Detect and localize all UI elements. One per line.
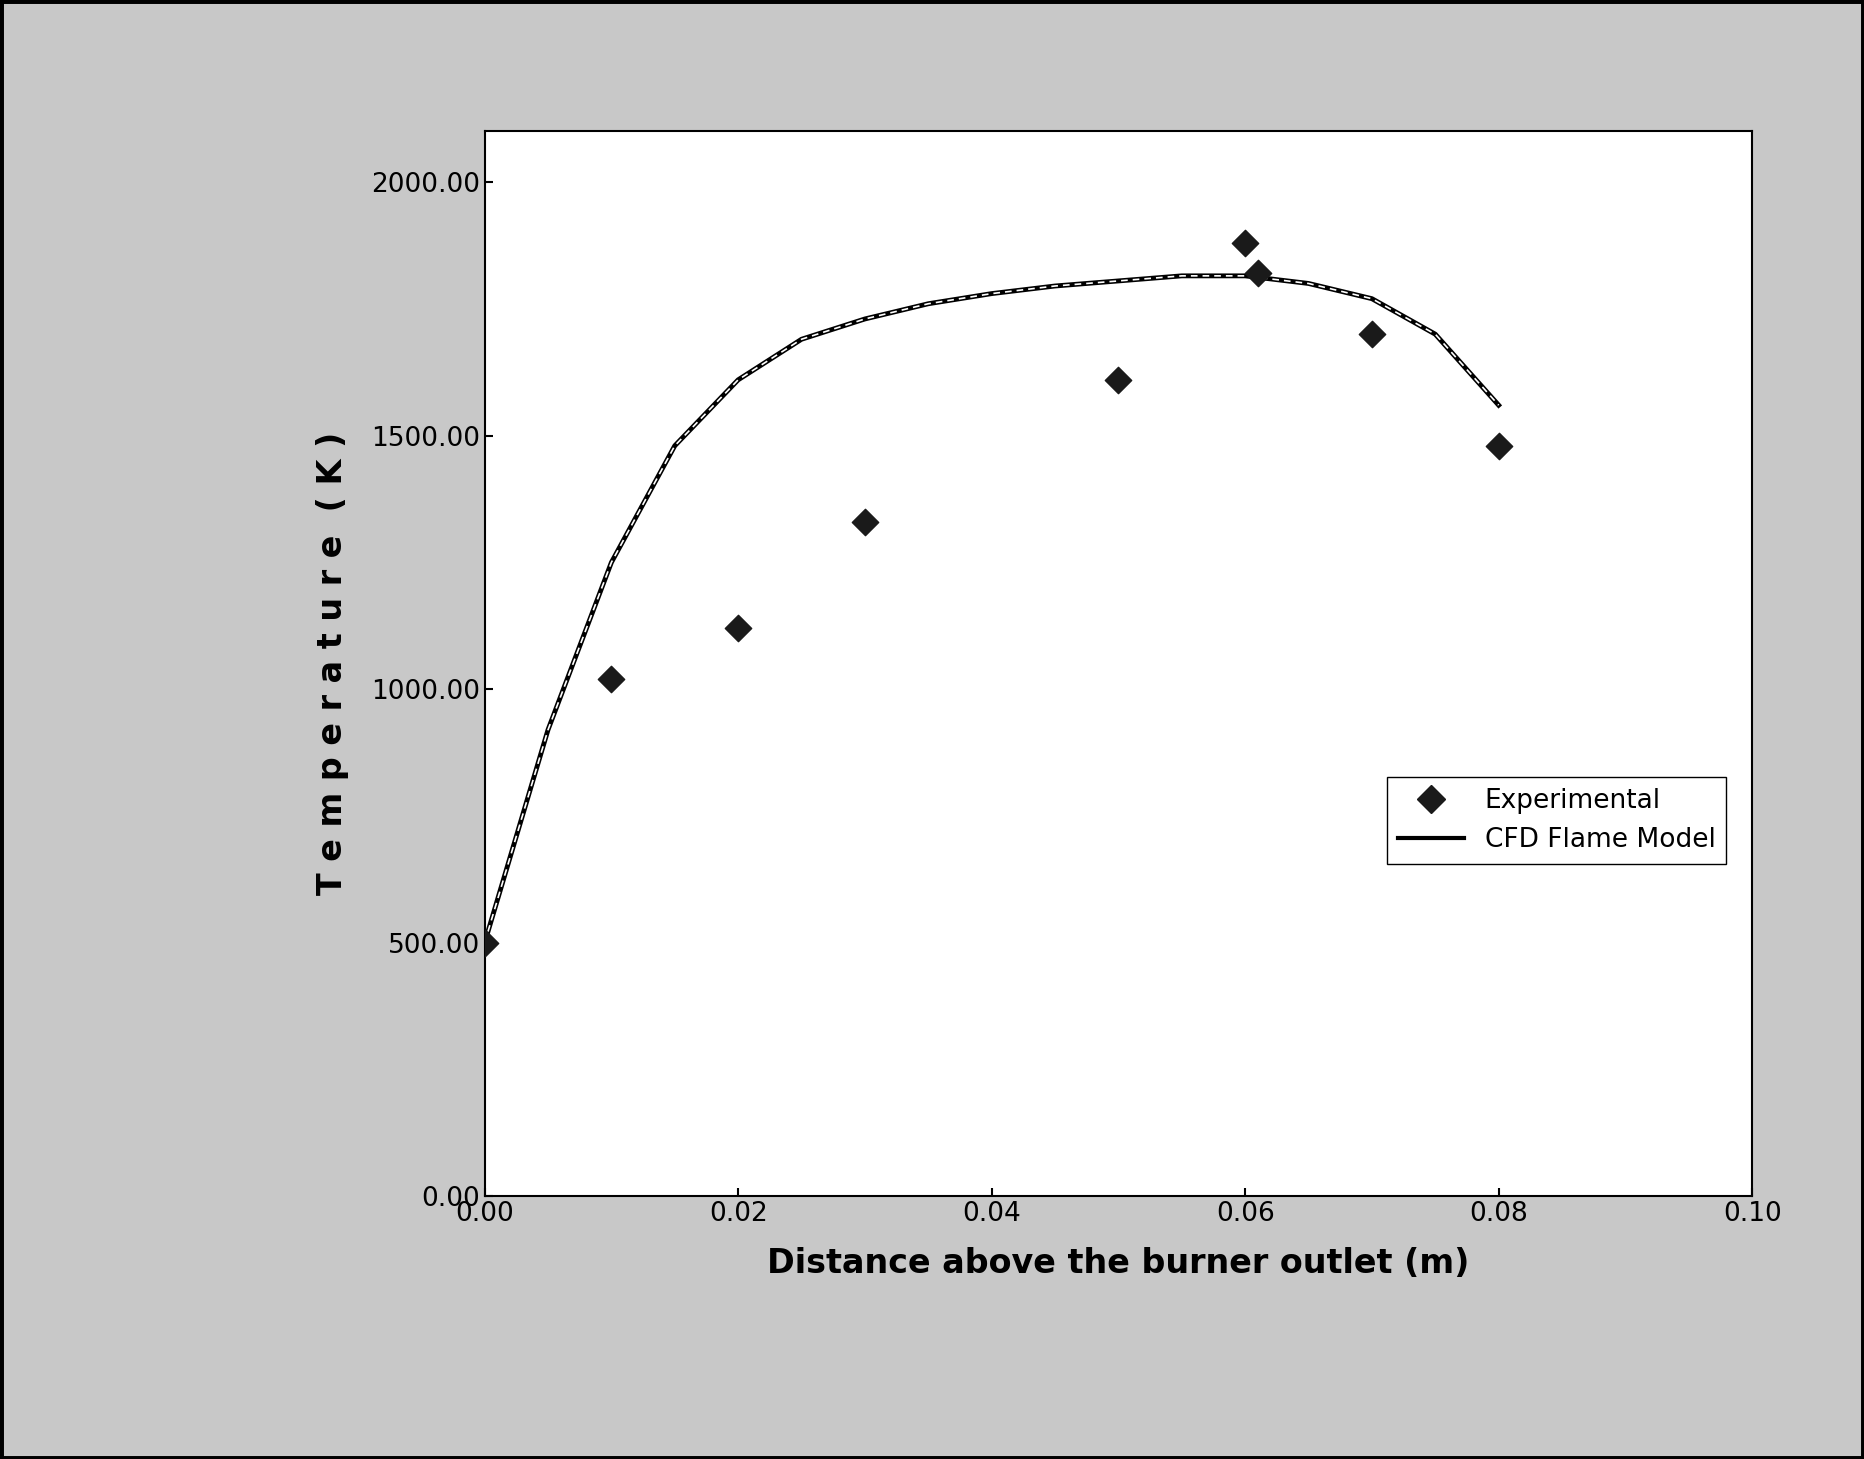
CFD Flame Model [980,285,1003,302]
Experimental [596,667,626,690]
Experimental [1357,322,1387,346]
CFD Flame Model [1171,267,1193,285]
Experimental [470,931,500,954]
Experimental [723,617,753,641]
CFD Flame Model [1424,325,1446,343]
CFD Flame Model [600,553,623,570]
Experimental [1484,435,1514,458]
CFD Flame Model [537,721,559,738]
CFD Flame Model [1297,274,1320,292]
CFD Flame Model [854,311,876,328]
CFD Flame Model [917,295,939,312]
CFD Flame Model [664,438,686,455]
CFD Flame Model [1234,267,1256,285]
CFD Flame Model [1361,290,1383,308]
CFD Flame Model [1487,397,1510,414]
Experimental [1243,261,1273,285]
Experimental [1103,368,1133,391]
CFD Flame Model [473,934,496,951]
CFD Flame Model [1044,277,1066,295]
CFD Flame Model [727,371,749,388]
Experimental [1230,231,1260,254]
Y-axis label: T e m p e r a t u r e  ( K ): T e m p e r a t u r e ( K ) [315,432,349,896]
Line: CFD Flame Model: CFD Flame Model [485,276,1499,943]
CFD Flame Model [790,331,813,349]
X-axis label: Distance above the burner outlet (m): Distance above the burner outlet (m) [768,1246,1469,1280]
CFD Flame Model [1107,273,1130,290]
Legend: Experimental, CFD Flame Model: Experimental, CFD Flame Model [1387,778,1726,864]
Experimental [850,511,880,534]
